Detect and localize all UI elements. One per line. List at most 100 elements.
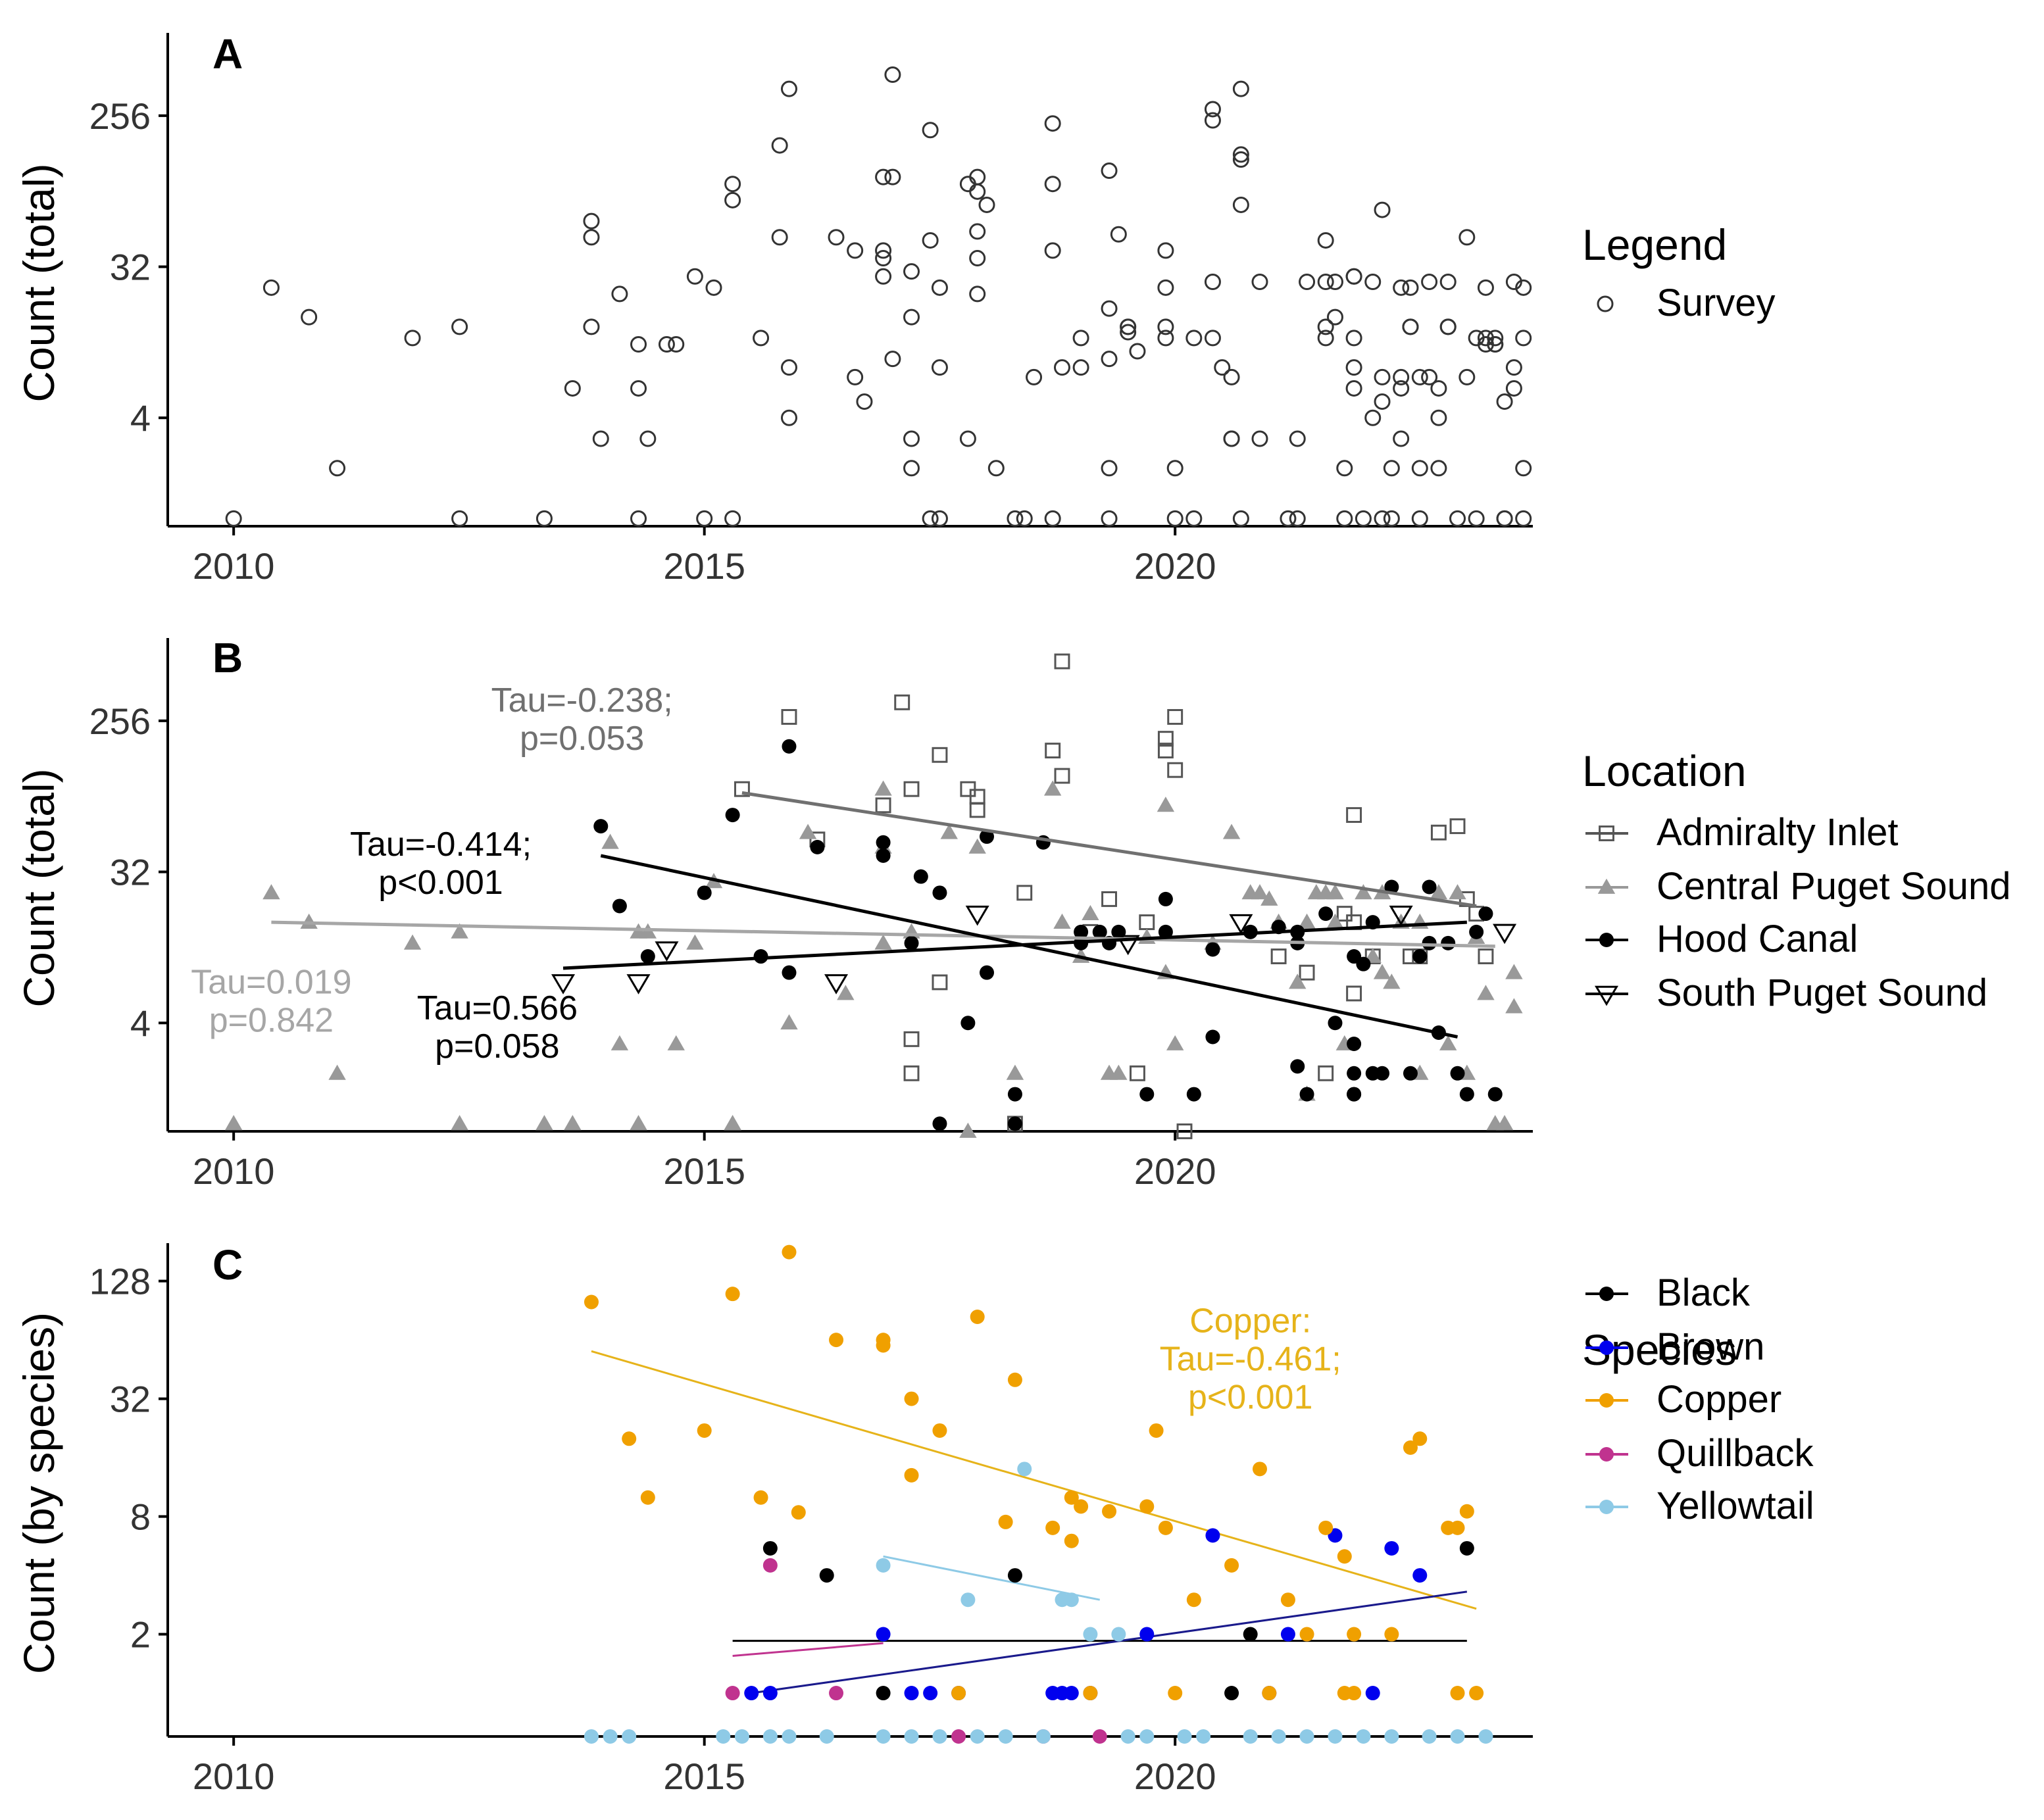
panel-a-point-survey — [959, 430, 976, 447]
panel-a-point-survey — [1016, 510, 1033, 527]
panel-a-point-survey — [1166, 510, 1184, 527]
panel-c-trend-line-yellowtail — [883, 1555, 1101, 1601]
panel-a-point-survey — [1007, 510, 1024, 527]
panel-b-point-hood-canal — [753, 949, 768, 964]
panel-a-point-survey — [724, 176, 741, 193]
panel-c-point-copper — [829, 1333, 844, 1348]
panel-b-point-hood-canal — [1347, 1037, 1362, 1052]
panel-c-annotation-copper: Tau=-0.461; — [1160, 1340, 1341, 1379]
panel-c-point-yellowtail — [1111, 1627, 1126, 1642]
panel-a-point-survey — [1232, 80, 1249, 97]
panel-a-point-survey — [630, 380, 647, 397]
panel-a-point-survey — [1430, 380, 1447, 397]
panel-b-legend: Location Admiralty Inlet Central Puget So… — [1582, 747, 2010, 1014]
panel-a-point-survey — [724, 191, 741, 209]
panel-a-point-survey — [1439, 318, 1457, 335]
panel-b-point-hood-canal — [913, 869, 928, 884]
panel-c-points — [584, 1244, 1493, 1744]
panel-a-point-survey — [1101, 300, 1118, 317]
panel-b-point-admiralty-inlet — [1299, 964, 1315, 981]
panel-a-point-survey — [262, 279, 280, 296]
panel-b-point-hood-canal — [1347, 1066, 1362, 1081]
panel-c-point-copper — [1412, 1431, 1428, 1446]
panel-b-point-central-puget-sound — [1166, 1035, 1184, 1050]
panel-b-point-central-puget-sound — [968, 838, 986, 854]
panel-b-legend-label-admiralty-inlet: Admiralty Inlet — [1657, 811, 1898, 854]
panel-b-point-admiralty-inlet — [1016, 885, 1033, 901]
panel-a-point-survey — [1204, 101, 1221, 118]
panel-a-point-survey — [1232, 196, 1249, 213]
panel-a-point-survey — [1204, 112, 1221, 129]
panel-a-point-survey — [1383, 460, 1400, 477]
panel-a-point-survey — [1120, 324, 1137, 341]
panel-b-point-central-puget-sound — [328, 1064, 346, 1080]
panel-a-point-survey — [1421, 273, 1438, 290]
panel-a-point-survey — [978, 196, 995, 213]
panel-a-point-survey — [1232, 510, 1249, 527]
panel-a-point-survey — [1458, 229, 1476, 246]
panel-b-point-central-puget-sound — [724, 1115, 741, 1131]
panel-b-point-hood-canal — [1205, 942, 1220, 957]
panel-c-point-copper — [753, 1490, 768, 1505]
panel-c-point-brown — [1280, 1627, 1295, 1642]
panel-c-point-copper — [1403, 1440, 1418, 1455]
panel-c-point-yellowtail — [734, 1729, 749, 1744]
panel-a-point-survey — [1496, 393, 1513, 410]
panel-c-point-yellowtail — [876, 1729, 891, 1744]
panel-a-x-tick-label: 2010 — [193, 545, 275, 587]
panel-c-point-copper — [1083, 1686, 1098, 1701]
panel-b-trend-line-admiralty-inlet — [741, 791, 1477, 908]
panel-a-point-survey — [1101, 510, 1118, 527]
panel-b-point-hood-canal — [876, 848, 891, 863]
panel-b-point-south-puget-sound — [1493, 923, 1517, 945]
panel-c-point-copper — [1318, 1520, 1334, 1535]
panel-b-point-hood-canal — [1469, 924, 1484, 939]
panel-a-point-survey — [1289, 510, 1306, 527]
panel-a-point-survey — [771, 229, 788, 246]
panel-b-annotation-hood-canal: Tau=-0.414; — [350, 825, 532, 864]
panel-b-point-hood-canal — [1441, 935, 1456, 950]
panel-c-y-tick-label: 2 — [130, 1614, 151, 1656]
panel-a-point-survey — [583, 318, 600, 335]
panel-a-point-survey — [875, 268, 892, 285]
panel-c-point-copper — [1224, 1558, 1239, 1573]
panel-a-point-survey — [611, 285, 628, 303]
panel-a-point-survey — [1336, 460, 1353, 477]
panel-c-point-yellowtail — [622, 1729, 637, 1744]
panel-a-point-survey — [1044, 176, 1061, 193]
panel-b-point-hood-canal — [1318, 906, 1334, 922]
panel-a-point-survey — [922, 232, 939, 249]
panel-b-point-central-puget-sound — [1157, 797, 1175, 812]
panel-b-point-admiralty-inlet — [1336, 906, 1353, 922]
panel-b-point-hood-canal — [1074, 924, 1089, 939]
panel-b-legend-label-hood-canal: Hood Canal — [1657, 918, 1858, 960]
panel-a-point-survey — [931, 279, 948, 296]
panel-b-point-hood-canal — [1007, 1116, 1022, 1131]
panel-b-point-hood-canal — [1412, 949, 1428, 964]
panel-b-point-admiralty-inlet — [1167, 762, 1184, 778]
panel-c-point-copper — [1299, 1627, 1314, 1642]
panel-a-point-survey — [931, 510, 948, 527]
panel-c-legend-label-copper: Copper — [1657, 1378, 1782, 1421]
panel-a-point-survey — [301, 308, 318, 326]
panel-a-point-survey — [724, 510, 741, 527]
panel-c-point-yellowtail — [1450, 1729, 1465, 1744]
panel-a-point-survey — [1345, 359, 1362, 376]
panel-b-point-central-puget-sound — [611, 1035, 629, 1050]
panel-a-y-axis-title: Count (total) — [14, 163, 63, 402]
panel-b-point-central-puget-sound — [1326, 913, 1344, 929]
panel-b-point-central-puget-sound — [1298, 913, 1316, 929]
panel-a-point-survey — [1393, 380, 1410, 397]
panel-a-point-survey — [1487, 335, 1504, 353]
panel-a-point-survey — [856, 393, 873, 410]
panel-b-point-central-puget-sound — [1289, 973, 1307, 989]
panel-a-point-survey — [847, 368, 864, 385]
panel-c-point-yellowtail — [1120, 1729, 1135, 1744]
panel-b-point-hood-canal — [1205, 1029, 1220, 1045]
panel-c-ticks: 2010 2015 2020 2 8 32 128 — [89, 1261, 1216, 1797]
panel-c-point-copper — [1347, 1686, 1362, 1701]
panel-a-y-tick-label: 256 — [89, 95, 151, 137]
panel-a-point-survey — [1289, 430, 1306, 447]
panel-b-point-south-puget-sound — [1229, 914, 1253, 935]
panel-c-letter: C — [212, 1241, 243, 1289]
